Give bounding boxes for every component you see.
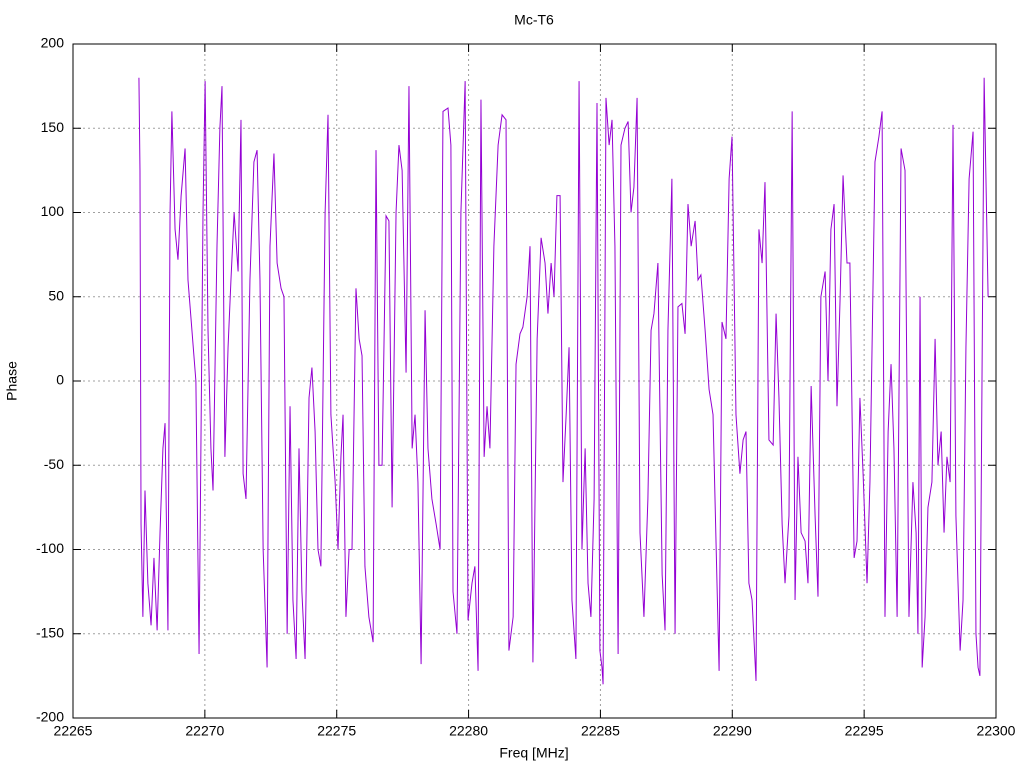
x-tick-label: 22290	[713, 723, 752, 739]
y-tick-label: -200	[36, 709, 64, 725]
x-tick-label: 22270	[185, 723, 224, 739]
y-tick-label: 150	[41, 119, 65, 135]
x-tick-label: 22265	[54, 723, 93, 739]
y-axis-label: Phase	[4, 361, 20, 401]
x-tick-label: 22295	[845, 723, 884, 739]
y-tick-label: 100	[41, 203, 65, 219]
x-tick-label: 22300	[977, 723, 1016, 739]
y-tick-label: -50	[44, 456, 64, 472]
y-tick-label: 50	[48, 287, 64, 303]
x-tick-label: 22275	[317, 723, 356, 739]
y-tick-label: -150	[36, 624, 64, 640]
plot-frame	[72, 43, 997, 719]
chart-title: Mc-T6	[514, 12, 554, 28]
y-tick-label: 200	[41, 35, 65, 51]
x-axis-label: Freq [MHz]	[499, 745, 568, 761]
x-tick-label: 22280	[449, 723, 488, 739]
y-tick-label: 0	[56, 372, 64, 388]
y-tick-label: -100	[36, 540, 64, 556]
data-line	[138, 77, 989, 685]
x-tick-label: 22285	[581, 723, 620, 739]
